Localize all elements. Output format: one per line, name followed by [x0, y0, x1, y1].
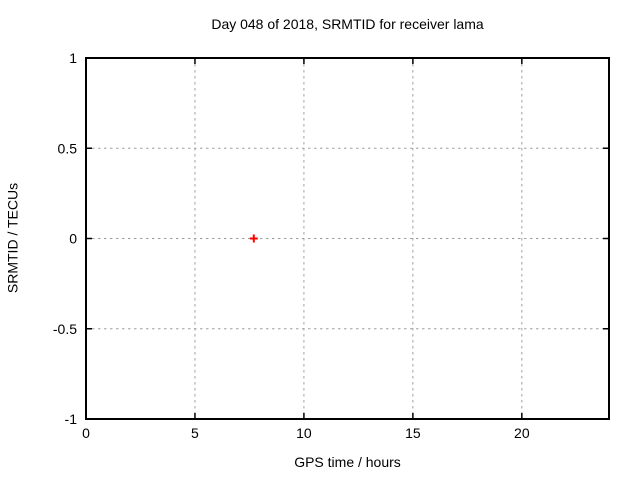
y-tick-label: 0.5	[58, 140, 78, 156]
x-tick-label: 10	[296, 425, 312, 441]
x-axis-label: GPS time / hours	[294, 454, 401, 470]
y-tick-label: -1	[65, 411, 78, 427]
y-tick-label: -0.5	[53, 321, 77, 337]
plot-border	[85, 57, 610, 420]
x-tick-label: 0	[82, 425, 90, 441]
chart-title: Day 048 of 2018, SRMTID for receiver lam…	[211, 16, 484, 32]
x-tick-label: 5	[191, 425, 199, 441]
x-tick-label: 15	[405, 425, 421, 441]
x-tick-label: 20	[514, 425, 530, 441]
y-tick-label: 0	[69, 231, 77, 247]
y-tick-label: 1	[69, 50, 77, 66]
